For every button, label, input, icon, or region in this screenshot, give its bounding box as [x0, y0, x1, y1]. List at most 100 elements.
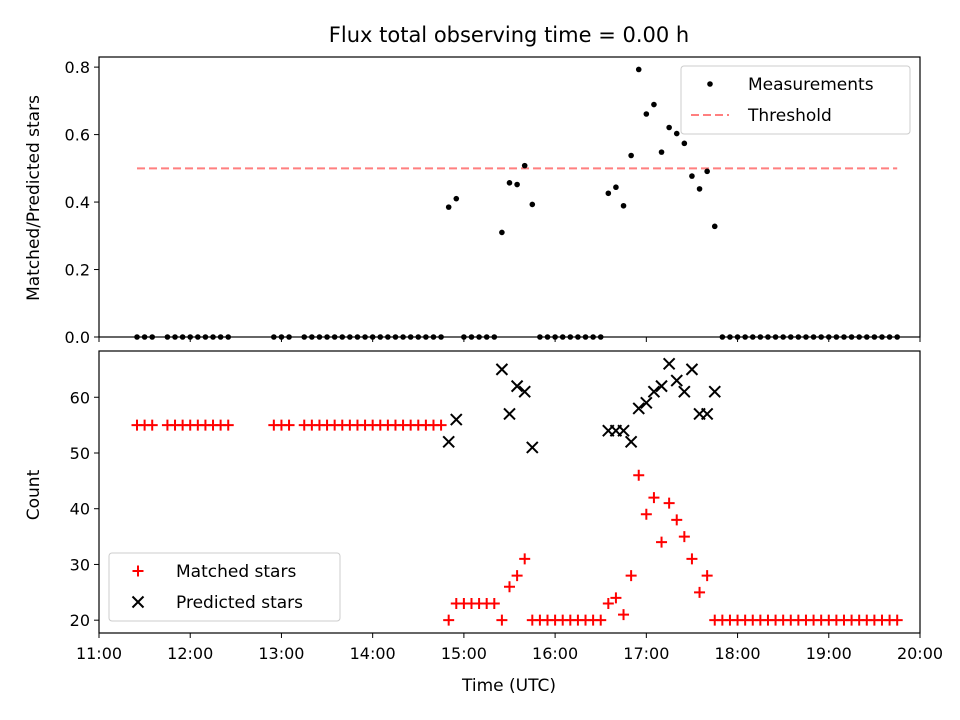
predicted-star-point [632, 402, 645, 415]
x-axis-label: Time (UTC) [461, 676, 556, 696]
legend-label: Measurements [748, 75, 874, 95]
y-tick-label: 0.4 [65, 193, 90, 212]
predicted-star-point [495, 363, 509, 376]
y-tick-label: 30 [70, 555, 90, 574]
matched-star-point [648, 492, 660, 504]
measurement-point [681, 140, 688, 147]
legend-bottom: Matched stars Predicted stars [108, 552, 341, 622]
legend-box [680, 65, 911, 135]
matched-star-point [633, 469, 645, 481]
measurement-point [605, 190, 612, 197]
matched-star-point [610, 592, 622, 604]
matched-star-point [694, 586, 706, 598]
legend-marker-matched [132, 565, 144, 577]
matched-star-point [488, 597, 500, 609]
measurement-point [658, 149, 665, 155]
matched-star-point [663, 497, 675, 509]
y-tick-label: 20 [70, 611, 90, 630]
x-tick-label: 20:00 [897, 644, 943, 663]
measurement-point [666, 124, 672, 131]
top-panel-ratio: 0.0 0.2 0.4 0.6 0.8 Measurements Threshold [65, 56, 921, 347]
measurement-point [696, 186, 703, 192]
x-tick-label: 14:00 [350, 644, 396, 663]
measurement-point [689, 173, 695, 179]
matched-star-point [625, 570, 637, 582]
measurement-point [673, 130, 680, 137]
y-tick-label: 40 [70, 500, 90, 519]
matched-star-point [443, 614, 455, 626]
predicted-star-point [647, 385, 661, 398]
predicted-star-point [708, 385, 721, 398]
measurement-point [529, 201, 536, 208]
matched-star-point [435, 419, 447, 431]
predicted-star-point [526, 441, 539, 454]
matched-star-point [504, 581, 515, 593]
x-tick-label: 11:00 [76, 644, 122, 663]
measurement-point [521, 162, 528, 169]
legend-top: Measurements Threshold [680, 65, 911, 135]
matched-star-point [511, 570, 523, 582]
measurement-point [445, 204, 452, 210]
bottom-y-axis-label: Count [24, 469, 44, 520]
x-tick-label: 19:00 [806, 644, 852, 663]
measurement-point [711, 223, 718, 230]
matched-star-point [496, 614, 508, 626]
x-tick-label: 17:00 [623, 644, 669, 663]
legend-marker-measurements [707, 81, 713, 87]
measurement-point [499, 229, 505, 236]
predicted-star-point [662, 357, 676, 371]
matched-star-point [146, 419, 158, 431]
measurement-point [613, 184, 619, 191]
y-tick-label: 60 [70, 388, 90, 407]
predicted-star-point [518, 385, 531, 398]
axes-frame [98, 350, 921, 634]
legend-marker-predicted [131, 595, 145, 609]
matched-star-point [222, 419, 234, 431]
matched-star-point [678, 531, 690, 543]
legend-box [108, 552, 341, 622]
predicted-star-point [617, 424, 630, 437]
predicted-star-point [678, 385, 691, 398]
y-tick-label: 0.0 [65, 328, 90, 347]
matched-star-point [283, 419, 295, 431]
matched-star-point [671, 514, 683, 526]
matched-star-point [640, 508, 652, 520]
measurement-point [643, 111, 650, 117]
predicted-star-point [503, 407, 516, 421]
measurement-point [628, 152, 634, 159]
measurement-point [514, 181, 520, 188]
matched-star-point [656, 536, 668, 548]
x-tick-label: 15:00 [441, 644, 487, 663]
predicted-star-point [655, 379, 668, 393]
y-tick-label: 0.8 [65, 58, 90, 77]
legend-label: Matched stars [176, 562, 296, 582]
x-tick-label: 16:00 [532, 644, 578, 663]
predicted-star-point [700, 407, 714, 421]
predicted-star-point [624, 435, 638, 449]
matched-star-point [686, 553, 698, 565]
matched-star-point [618, 609, 630, 621]
x-tick-label: 13:00 [258, 644, 304, 663]
y-tick-label: 0.2 [65, 261, 90, 280]
predicted-star-point [685, 363, 699, 376]
measurement-point [453, 195, 460, 202]
predicted-star-point [510, 379, 524, 393]
axes-frame [98, 56, 921, 338]
legend-label: Threshold [747, 106, 832, 126]
measurement-point [506, 180, 513, 186]
chart-title: Flux total observing time = 0.00 h [329, 23, 689, 47]
matched-star-point [595, 614, 607, 626]
y-tick-label: 50 [70, 444, 90, 463]
top-y-axis-label: Matched/Predicted stars [24, 95, 44, 301]
measurement-point [620, 202, 627, 209]
predicted-star-point [450, 413, 463, 426]
matched-star-point [701, 570, 713, 582]
measurement-point [635, 66, 642, 73]
predicted-star-point [640, 396, 653, 410]
bottom-panel-counts: 11:00 12:00 13:00 14:00 15:00 16:00 17:00 18:00… [70, 350, 943, 663]
x-tick-label: 18:00 [715, 644, 761, 663]
y-tick-label: 0.6 [65, 126, 90, 145]
matched-star-point [519, 553, 531, 565]
measurement-point [651, 101, 657, 108]
